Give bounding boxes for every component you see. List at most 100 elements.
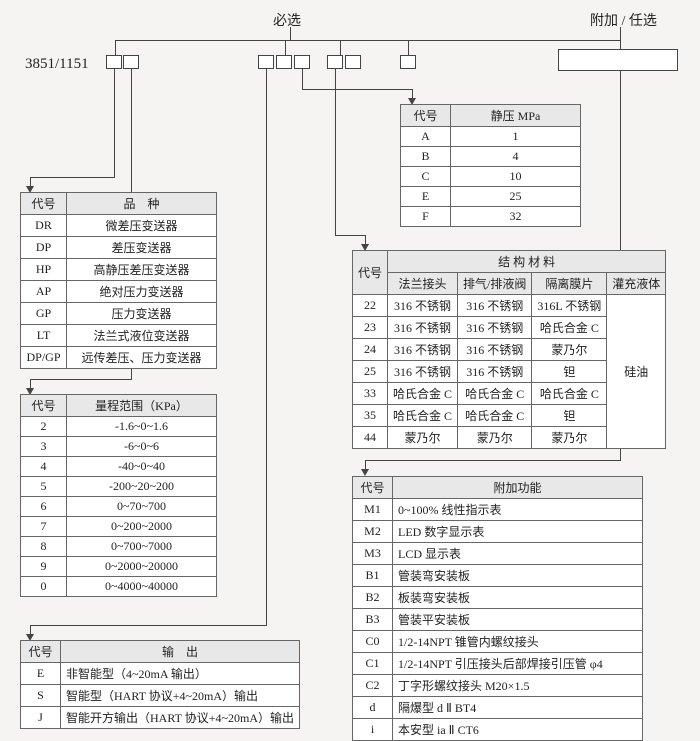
table-row: 70~200~2000	[21, 517, 217, 537]
cell: 绝对压力变送器	[67, 281, 217, 303]
connector	[620, 27, 621, 40]
table-row: 4-40~0~40	[21, 457, 217, 477]
cell: DR	[21, 215, 67, 237]
table-row: C2丁字形螺纹接头 M20×1.5	[353, 675, 643, 697]
table-row: 2-1.6~0~1.6	[21, 417, 217, 437]
cell: A	[401, 127, 451, 147]
cell: DP/GP	[21, 347, 67, 369]
cell: 316 不锈钢	[388, 317, 458, 339]
cell: 316 不锈钢	[388, 295, 458, 317]
connector	[266, 69, 267, 625]
stub	[258, 55, 274, 69]
th: 灌充液体	[607, 273, 666, 295]
cell: 远传差压、压力变送器	[67, 347, 217, 369]
table-row: M2LED 数字显示表	[353, 521, 643, 543]
cell: 25	[451, 187, 581, 207]
table-range: 代号量程范围（KPa）2-1.6~0~1.63-6~0~64-40~0~405-…	[20, 394, 217, 597]
cell: 1	[451, 127, 581, 147]
stub	[123, 55, 139, 69]
th: 量程范围（KPa）	[67, 395, 217, 417]
cell: 非智能型（4~20mA 输出）	[61, 663, 300, 685]
cell: M2	[353, 521, 393, 543]
connector	[290, 27, 291, 40]
cell: i	[353, 719, 393, 741]
table-row: C01/2-14NPT 锥管内螺纹接头	[353, 631, 643, 653]
table-row: B3管装平安装板	[353, 609, 643, 631]
cell: 0~4000~40000	[67, 577, 217, 597]
cell: C	[401, 167, 451, 187]
cell: 隔爆型 d Ⅱ BT4	[393, 697, 643, 719]
product-code: 3851/1151	[25, 56, 89, 73]
cell: 0~100% 线性指示表	[393, 499, 643, 521]
stub	[327, 55, 343, 69]
cell: 硅油	[607, 295, 666, 449]
cell: 8	[21, 537, 67, 557]
connector	[30, 625, 267, 626]
connector	[335, 235, 365, 236]
cell: 管装平安装板	[393, 609, 643, 631]
cell: 4	[451, 147, 581, 167]
cell: 蒙乃尔	[532, 427, 607, 449]
table-row: LT法兰式液位变送器	[21, 325, 217, 347]
cell: 智能开方输出（HART 协议+4~20mA）输出	[61, 707, 300, 729]
connector	[335, 69, 336, 235]
cell: 9	[21, 557, 67, 577]
cell: 44	[353, 427, 388, 449]
cell: HP	[21, 259, 67, 281]
th: 品 种	[67, 193, 217, 215]
cell: 哈氏合金 C	[458, 405, 532, 427]
cell: 316 不锈钢	[458, 317, 532, 339]
table-row: 00~4000~40000	[21, 577, 217, 597]
connector	[302, 69, 303, 89]
th: 法兰接头	[388, 273, 458, 295]
table-row: d隔爆型 d Ⅱ BT4	[353, 697, 643, 719]
cell: 0~700~7000	[67, 537, 217, 557]
cell: 24	[353, 339, 388, 361]
stub	[276, 55, 292, 69]
cell: S	[21, 685, 61, 707]
cell: 法兰式液位变送器	[67, 325, 217, 347]
cell: -6~0~6	[67, 437, 217, 457]
table-row: B1管装弯安装板	[353, 565, 643, 587]
cell: d	[353, 697, 393, 719]
cell: 33	[353, 383, 388, 405]
table-extras: 代号附加功能M10~100% 线性指示表M2LED 数字显示表M3LCD 显示表…	[352, 476, 643, 741]
cell: LT	[21, 325, 67, 347]
cell: AP	[21, 281, 67, 303]
cell: DP	[21, 237, 67, 259]
connector	[302, 89, 412, 90]
cell: C1	[353, 653, 393, 675]
cell: 2	[21, 417, 67, 437]
connector	[620, 40, 621, 49]
cell: B2	[353, 587, 393, 609]
table-row: GP压力变送器	[21, 303, 217, 325]
cell: 5	[21, 477, 67, 497]
table-row: S智能型（HART 协议+4~20mA）输出	[21, 685, 300, 707]
table-row: DR微差压变送器	[21, 215, 217, 237]
table-row: 22316 不锈钢316 不锈钢316L 不锈钢硅油	[353, 295, 666, 317]
th: 附加功能	[393, 477, 643, 499]
cell: 1/2-14NPT 引压接头后部焊接引压管 φ4	[393, 653, 643, 675]
cell: 316 不锈钢	[458, 295, 532, 317]
cell: C0	[353, 631, 393, 653]
table-row: HP高静压差压变送器	[21, 259, 217, 281]
cell: GP	[21, 303, 67, 325]
accessory-shell	[558, 49, 678, 71]
table-row: 3-6~0~6	[21, 437, 217, 457]
th: 代号	[21, 641, 61, 663]
cell: 钽	[532, 361, 607, 383]
cell: 蒙乃尔	[388, 427, 458, 449]
connector	[114, 69, 115, 177]
cell: 10	[451, 167, 581, 187]
cell: 管装弯安装板	[393, 565, 643, 587]
table-row: M10~100% 线性指示表	[353, 499, 643, 521]
th: 代号	[353, 251, 388, 295]
th: 输 出	[61, 641, 300, 663]
table-row: M3LCD 显示表	[353, 543, 643, 565]
connector	[408, 40, 409, 55]
cell: 蒙乃尔	[458, 427, 532, 449]
stub	[345, 55, 361, 69]
cell: 3	[21, 437, 67, 457]
table-row: i本安型 ia Ⅱ CT6	[353, 719, 643, 741]
connector	[285, 40, 286, 55]
